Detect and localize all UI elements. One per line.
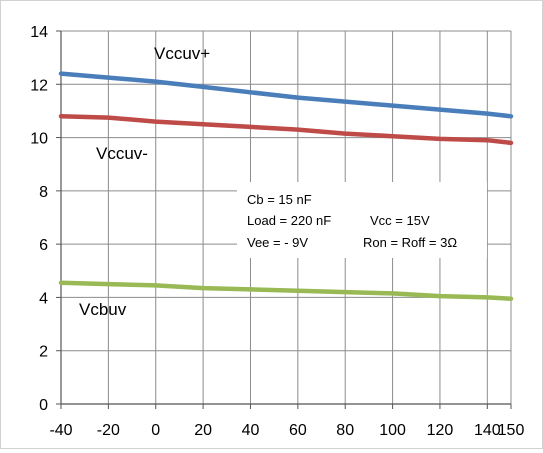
- x-tick-label: 140: [474, 422, 501, 439]
- series-label-vcbuv: Vcbuv: [79, 300, 127, 319]
- x-tick-label: 0: [151, 422, 160, 439]
- x-tick-label: 60: [289, 422, 307, 439]
- y-tick-label: 14: [30, 24, 48, 41]
- x-tick-label: -20: [97, 422, 120, 439]
- series-lines: [58, 71, 514, 302]
- y-tick-label: 12: [30, 77, 48, 94]
- y-tick-label: 8: [39, 184, 48, 201]
- annotation-vcc: Vcc = 15V: [370, 213, 430, 228]
- annotation-load: Load = 220 nF: [247, 213, 331, 228]
- labels: Vccuv+ Vccuv- Vcbuv Cb = 15 nF Load = 22…: [79, 44, 487, 319]
- x-tick-label: 40: [242, 422, 260, 439]
- annotation-box: [237, 182, 487, 258]
- x-tick-label: 120: [427, 422, 454, 439]
- annotation-vee: Vee = - 9V: [247, 235, 308, 250]
- y-tick-label: 4: [39, 290, 48, 307]
- x-tick-label: 150: [498, 422, 525, 439]
- y-tick-label: 10: [30, 131, 48, 148]
- series-line-0: [58, 71, 514, 119]
- y-tick-label: 0: [39, 397, 48, 414]
- y-tick-label: 6: [39, 237, 48, 254]
- series-label-vccuv-minus: Vccuv-: [96, 144, 148, 163]
- series-line-2: [58, 280, 514, 302]
- annotation-ron-roff: Ron = Roff = 3Ω: [363, 235, 457, 250]
- x-tick-label: -40: [49, 422, 72, 439]
- x-tick-label: 20: [194, 422, 212, 439]
- series-label-vccuv-plus: Vccuv+: [154, 44, 210, 63]
- x-tick-label: 80: [336, 422, 354, 439]
- y-tick-label: 2: [39, 344, 48, 361]
- x-tick-label: 100: [379, 422, 406, 439]
- series-line-1: [58, 114, 514, 146]
- annotation-cb: Cb = 15 nF: [247, 192, 312, 207]
